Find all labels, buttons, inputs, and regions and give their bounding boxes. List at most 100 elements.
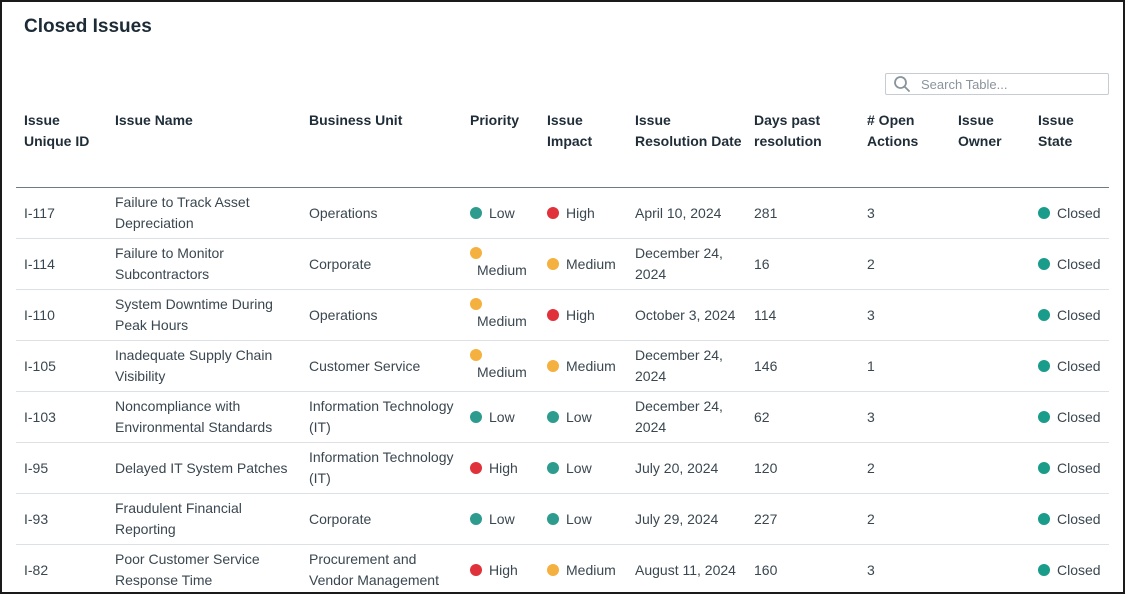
issue-name-cell: Poor Customer Service Response Time — [115, 551, 260, 588]
priority-cell: Low — [462, 391, 539, 443]
col-header-impact[interactable]: Issue Impact — [539, 110, 627, 188]
impact-badge: Low — [547, 511, 592, 527]
open-actions-cell: 2 — [859, 238, 950, 290]
col-header-open-actions[interactable]: # Open Actions — [859, 110, 950, 188]
col-header-name[interactable]: Issue Name — [107, 110, 301, 188]
col-header-business-unit[interactable]: Business Unit — [301, 110, 462, 188]
impact-cell: Medium — [539, 340, 627, 392]
priority-label: High — [489, 561, 518, 578]
open-actions-cell: 3 — [859, 187, 950, 239]
table-row[interactable]: I-110 System Downtime During Peak Hours Op… — [16, 289, 1109, 341]
impact-badge: Medium — [547, 562, 616, 578]
resolution-date-cell: July 20, 2024 — [627, 442, 746, 494]
state-badge: Closed — [1038, 511, 1101, 527]
status-dot-icon — [547, 461, 559, 474]
status-dot-icon — [1038, 461, 1050, 474]
search-input[interactable] — [919, 74, 1108, 94]
priority-cell: Medium — [462, 238, 539, 290]
issue-name-cell: Failure to Track Asset Depreciation — [107, 187, 301, 239]
resolution-date-cell: December 24, 2024 — [627, 340, 746, 392]
issue-name-cell: Failure to Monitor Subcontractors — [107, 238, 301, 290]
status-dot-icon — [470, 298, 482, 310]
status-dot-icon — [470, 247, 482, 259]
search-box[interactable] — [885, 73, 1109, 95]
status-dot-icon — [547, 359, 559, 372]
status-dot-icon — [1038, 563, 1050, 576]
priority-badge: Medium — [470, 349, 535, 383]
owner-cell — [950, 545, 1030, 593]
col-header-priority[interactable]: Priority — [462, 110, 539, 188]
impact-badge: High — [547, 307, 595, 323]
status-dot-icon — [470, 349, 482, 361]
issue-id-cell: I-82 — [24, 561, 49, 578]
state-cell: Closed — [1030, 187, 1109, 239]
priority-label: High — [489, 459, 518, 476]
impact-badge: Low — [547, 460, 592, 476]
issue-id-cell: I-110 — [16, 289, 107, 341]
state-label: Closed — [1057, 408, 1101, 425]
owner-cell — [950, 340, 1030, 392]
priority-badge: High — [470, 460, 518, 476]
col-header-id[interactable]: Issue Unique ID — [16, 110, 107, 188]
status-dot-icon — [1038, 359, 1050, 372]
resolution-date-cell: April 10, 2024 — [627, 187, 746, 239]
state-cell: Closed — [1030, 391, 1109, 443]
resolution-date-cell: October 3, 2024 — [627, 289, 746, 341]
impact-cell: High — [539, 289, 627, 341]
status-dot-icon — [470, 512, 482, 525]
impact-label: High — [566, 204, 595, 221]
state-label: Closed — [1057, 357, 1101, 374]
priority-cell: Medium — [462, 289, 539, 341]
impact-cell: High — [539, 187, 627, 239]
col-header-state[interactable]: Issue State — [1030, 110, 1109, 188]
priority-badge: Medium — [470, 247, 535, 281]
state-cell: Closed — [1030, 493, 1109, 545]
status-dot-icon — [1038, 257, 1050, 270]
status-dot-icon — [547, 206, 559, 219]
state-label: Closed — [1057, 510, 1101, 527]
search-icon — [891, 73, 913, 95]
table-row[interactable]: I-117 Failure to Track Asset Depreciation… — [16, 187, 1109, 239]
col-header-resolution-date[interactable]: Issue Resolution Date — [627, 110, 746, 188]
open-actions-cell: 2 — [859, 442, 950, 494]
state-label: Closed — [1057, 204, 1101, 221]
col-header-owner[interactable]: Issue Owner — [950, 110, 1030, 188]
table-row[interactable]: I-93 Fraudulent Financial Reporting Corpor… — [16, 493, 1109, 545]
table-row[interactable]: I-105 Inadequate Supply Chain Visibility C… — [16, 340, 1109, 392]
page-title: Closed Issues — [24, 16, 152, 37]
state-label: Closed — [1057, 306, 1101, 323]
state-badge: Closed — [1038, 562, 1101, 578]
issue-id-cell: I-105 — [16, 340, 107, 392]
days-past-cell: 120 — [746, 442, 859, 494]
priority-label: Low — [489, 510, 515, 527]
table-row[interactable]: I-82 Poor Customer Service Response Time P… — [16, 545, 1109, 593]
state-cell: Closed — [1030, 289, 1109, 341]
impact-badge: Low — [547, 409, 592, 425]
business-unit-cell: Corporate — [301, 493, 462, 545]
issue-id-cell: I-117 — [16, 187, 107, 239]
impact-cell: Medium — [539, 238, 627, 290]
owner-cell — [950, 289, 1030, 341]
impact-label: Low — [566, 408, 592, 425]
table-row[interactable]: I-95 Delayed IT System Patches Information… — [16, 442, 1109, 494]
priority-label: Medium — [477, 262, 527, 278]
priority-cell: High — [462, 545, 539, 593]
days-past-cell: 114 — [746, 289, 859, 341]
table-row[interactable]: I-114 Failure to Monitor Subcontractors Co… — [16, 238, 1109, 290]
issue-id-cell: I-95 — [16, 442, 107, 494]
impact-cell: Low — [539, 391, 627, 443]
state-badge: Closed — [1038, 307, 1101, 323]
days-past-cell: 160 — [754, 561, 778, 578]
impact-label: Medium — [566, 357, 616, 374]
business-unit-cell: Information Technology (IT) — [301, 391, 462, 443]
status-dot-icon — [470, 206, 482, 219]
priority-cell: Low — [462, 187, 539, 239]
impact-label: Medium — [566, 561, 616, 578]
priority-badge: Medium — [470, 298, 535, 332]
open-actions-cell: 3 — [867, 561, 875, 578]
col-header-days-past[interactable]: Days past resolution — [746, 110, 859, 188]
table-row[interactable]: I-103 Noncompliance with Environmental St… — [16, 391, 1109, 443]
resolution-date-cell: July 29, 2024 — [627, 493, 746, 545]
state-cell: Closed — [1030, 238, 1109, 290]
issue-id-cell: I-93 — [16, 493, 107, 545]
